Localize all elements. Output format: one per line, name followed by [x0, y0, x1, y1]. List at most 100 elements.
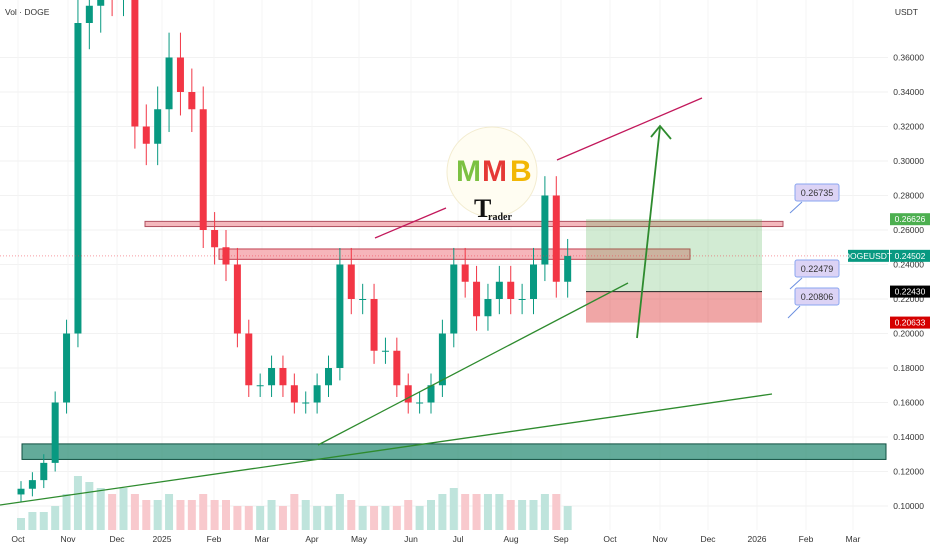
candle-body — [63, 333, 71, 403]
volume-bar — [392, 506, 401, 530]
volume-bar — [540, 494, 549, 530]
volume-bar — [552, 494, 561, 530]
y-tick-label: 0.10000 — [893, 501, 924, 511]
x-tick-label: Mar — [846, 534, 861, 544]
x-tick-label: Nov — [60, 534, 76, 544]
volume-bar — [495, 494, 504, 530]
y-tick-label: 0.24000 — [893, 260, 924, 270]
volume-bar — [85, 482, 94, 530]
volume-bar — [529, 500, 538, 530]
volume-bar — [506, 500, 515, 530]
volume-label: Vol · DOGE — [5, 7, 50, 17]
symbol-tag: DOGEUSDT — [844, 251, 892, 261]
entry-price-tag-bg — [890, 285, 930, 298]
candle-body — [450, 264, 458, 334]
candle-body — [290, 385, 298, 403]
candle-body — [530, 264, 538, 299]
price-axis[interactable]: 0.36000 0.34000 0.32000 0.30000 0.28000 0.260… — [893, 53, 924, 512]
volume-bar — [96, 488, 105, 530]
volume-bar — [51, 506, 60, 530]
candle-body — [416, 402, 424, 404]
price-callout-text: 0.20806 — [801, 292, 834, 302]
volume-bar — [404, 500, 413, 530]
volume-bar — [301, 500, 310, 530]
candle-body — [256, 385, 264, 387]
price-callout — [794, 183, 840, 202]
candle-body — [40, 462, 48, 481]
projection-arrow — [636, 126, 661, 339]
y-tick-label: 0.28000 — [893, 191, 924, 201]
candle-body — [484, 299, 492, 317]
volume-bar — [313, 506, 322, 530]
volume-bar — [256, 506, 265, 530]
x-tick-label: Feb — [207, 534, 222, 544]
volume-bar — [187, 500, 196, 530]
x-tick-label: Feb — [799, 534, 814, 544]
candle-body — [165, 57, 173, 110]
candle-body — [404, 385, 412, 403]
volume-bar — [449, 488, 458, 530]
svg-text:T: T — [474, 194, 491, 223]
price-callout — [794, 287, 840, 306]
svg-text:M: M — [482, 155, 507, 188]
volume-bar — [381, 506, 390, 530]
volume-bar — [119, 488, 128, 530]
volume-bar — [130, 494, 139, 530]
candle-body — [97, 0, 105, 6]
x-tick-label: Dec — [109, 534, 125, 544]
candle-body — [28, 480, 36, 489]
y-tick-label: 0.14000 — [893, 432, 924, 442]
support-zone — [21, 443, 887, 460]
y-tick-label: 0.26000 — [893, 225, 924, 235]
volume-bar — [347, 500, 356, 530]
mmb-trader-logo: M M B T rader — [446, 126, 538, 223]
x-tick-label: Oct — [11, 534, 25, 544]
candle-body — [85, 5, 93, 23]
callout-pointer — [787, 305, 801, 319]
x-tick-label: Mar — [255, 534, 270, 544]
volume-bar — [335, 494, 344, 530]
price-callout-text: 0.26735 — [801, 188, 834, 198]
callout-pointer — [789, 277, 803, 290]
volume-bar — [244, 506, 253, 530]
volume-bar — [472, 494, 481, 530]
long-trendline — [0, 393, 773, 506]
volume-bar — [165, 494, 174, 530]
target-price-tag-bg — [890, 213, 930, 226]
candle-body — [347, 264, 355, 299]
svg-text:rader: rader — [488, 212, 512, 223]
zones[interactable] — [21, 219, 887, 460]
x-tick-label: 2025 — [153, 534, 172, 544]
volume-bar — [518, 500, 527, 530]
x-tick-label: Oct — [603, 534, 617, 544]
callout-pointer — [789, 201, 803, 214]
x-tick-label: Jul — [453, 534, 464, 544]
y-tick-label: 0.32000 — [893, 122, 924, 132]
volume-bar — [153, 500, 162, 530]
volume-bar — [290, 494, 299, 530]
currency-label[interactable]: USDT — [894, 7, 918, 17]
candle-body — [336, 264, 344, 368]
drawings[interactable]: 0.26735 0.22479 0.20806 — [0, 97, 888, 506]
volume-bar — [17, 518, 25, 530]
candle-body — [176, 57, 184, 92]
candle-body — [233, 264, 241, 334]
candle-body — [359, 299, 367, 300]
candle-body — [393, 350, 401, 386]
volume-bar — [39, 512, 48, 530]
volume-bar — [222, 500, 231, 530]
candle-body — [279, 368, 287, 386]
candle-body — [74, 23, 82, 334]
volume-bar — [415, 506, 424, 530]
time-axis[interactable]: Oct Nov Dec 2025 Feb Mar Apr May Jun Jul Aug Sep Oct… — [11, 534, 860, 544]
svg-text:B: B — [510, 155, 532, 188]
rising-trendline — [317, 282, 629, 446]
x-tick-label: May — [351, 534, 368, 544]
candle-body — [541, 195, 549, 265]
candle-body — [438, 333, 446, 386]
y-tick-label: 0.20000 — [893, 329, 924, 339]
entry-price-tag: 0.22430 — [895, 287, 926, 297]
candle-body — [370, 299, 378, 351]
y-tick-label: 0.12000 — [893, 467, 924, 477]
